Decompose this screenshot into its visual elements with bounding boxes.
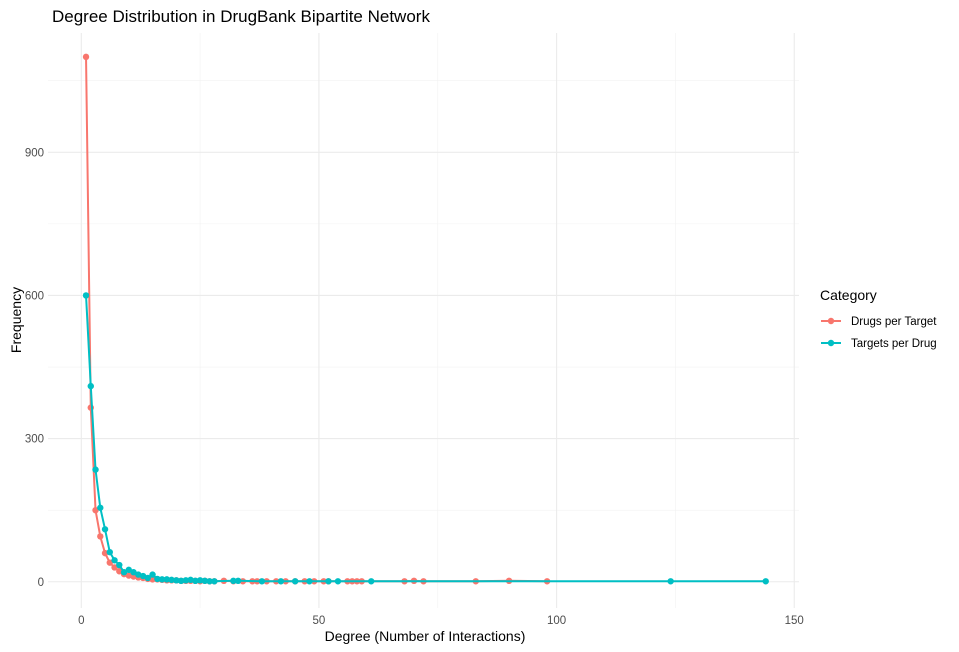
data-point [82, 292, 90, 299]
legend-title: Category [820, 287, 877, 303]
data-point [158, 576, 166, 583]
data-point [111, 557, 118, 564]
series-line [85, 56, 548, 583]
y-tick-label: 600 [25, 290, 44, 302]
axis-ticks: 0 50 100 150 0 300 600 900 [25, 147, 804, 627]
data-point [306, 578, 313, 585]
data-point [230, 577, 237, 585]
data-point [762, 578, 769, 585]
legend-item-targets-per-drug: Targets per Drug [821, 338, 937, 350]
x-axis-title: Degree (Number of Interactions) [325, 628, 526, 644]
data-point [125, 572, 133, 579]
y-axis-title: Frequency [8, 287, 24, 353]
data-point [277, 578, 285, 585]
data-point [92, 466, 99, 473]
series-drugs-per-target [82, 53, 551, 585]
data-point [116, 568, 123, 575]
data-point [154, 575, 161, 583]
data-point [258, 578, 266, 585]
x-tick-label: 150 [785, 615, 804, 627]
data-point [177, 577, 185, 585]
data-point [168, 576, 175, 584]
data-point [125, 566, 133, 574]
data-point [291, 578, 299, 585]
data-point [182, 577, 190, 584]
data-point [163, 576, 171, 583]
legend-key-point [827, 317, 835, 325]
data-series [82, 53, 769, 585]
y-tick-label: 0 [38, 577, 44, 589]
data-point [120, 569, 128, 576]
data-point [106, 559, 113, 566]
data-point [149, 571, 156, 578]
data-point [325, 578, 332, 585]
chart-title: Degree Distribution in DrugBank Bipartit… [52, 7, 430, 26]
legend-key-point [827, 339, 835, 347]
data-point [130, 569, 137, 576]
data-point [97, 504, 104, 511]
legend-label-targets-per-drug: Targets per Drug [851, 338, 937, 350]
data-point [192, 577, 199, 585]
x-tick-label: 50 [313, 615, 326, 627]
data-point [211, 578, 218, 585]
y-tick-label: 300 [25, 434, 44, 446]
x-tick-label: 0 [78, 615, 84, 627]
data-point [206, 578, 213, 585]
series-targets-per-drug [82, 292, 769, 585]
data-point [87, 382, 94, 390]
data-point [234, 577, 242, 585]
data-point [368, 578, 375, 585]
x-tick-label: 100 [547, 615, 566, 627]
legend: Category Drugs per Target Targets per Dr… [820, 287, 937, 350]
data-point [187, 576, 194, 584]
data-point [196, 577, 204, 584]
data-point [101, 549, 109, 557]
data-point [92, 506, 99, 514]
data-point [144, 574, 152, 582]
data-point [667, 578, 674, 585]
data-point [173, 577, 180, 584]
data-point [334, 578, 342, 585]
data-point [111, 564, 118, 571]
data-point [106, 548, 113, 556]
data-point [97, 533, 104, 540]
data-point [82, 53, 90, 61]
legend-label-drugs-per-target: Drugs per Target [851, 316, 937, 328]
y-tick-label: 900 [25, 147, 44, 159]
data-point [116, 561, 123, 569]
data-point [101, 526, 109, 533]
data-point [201, 577, 209, 585]
legend-item-drugs-per-target: Drugs per Target [821, 316, 937, 328]
grid-lines [48, 33, 799, 608]
